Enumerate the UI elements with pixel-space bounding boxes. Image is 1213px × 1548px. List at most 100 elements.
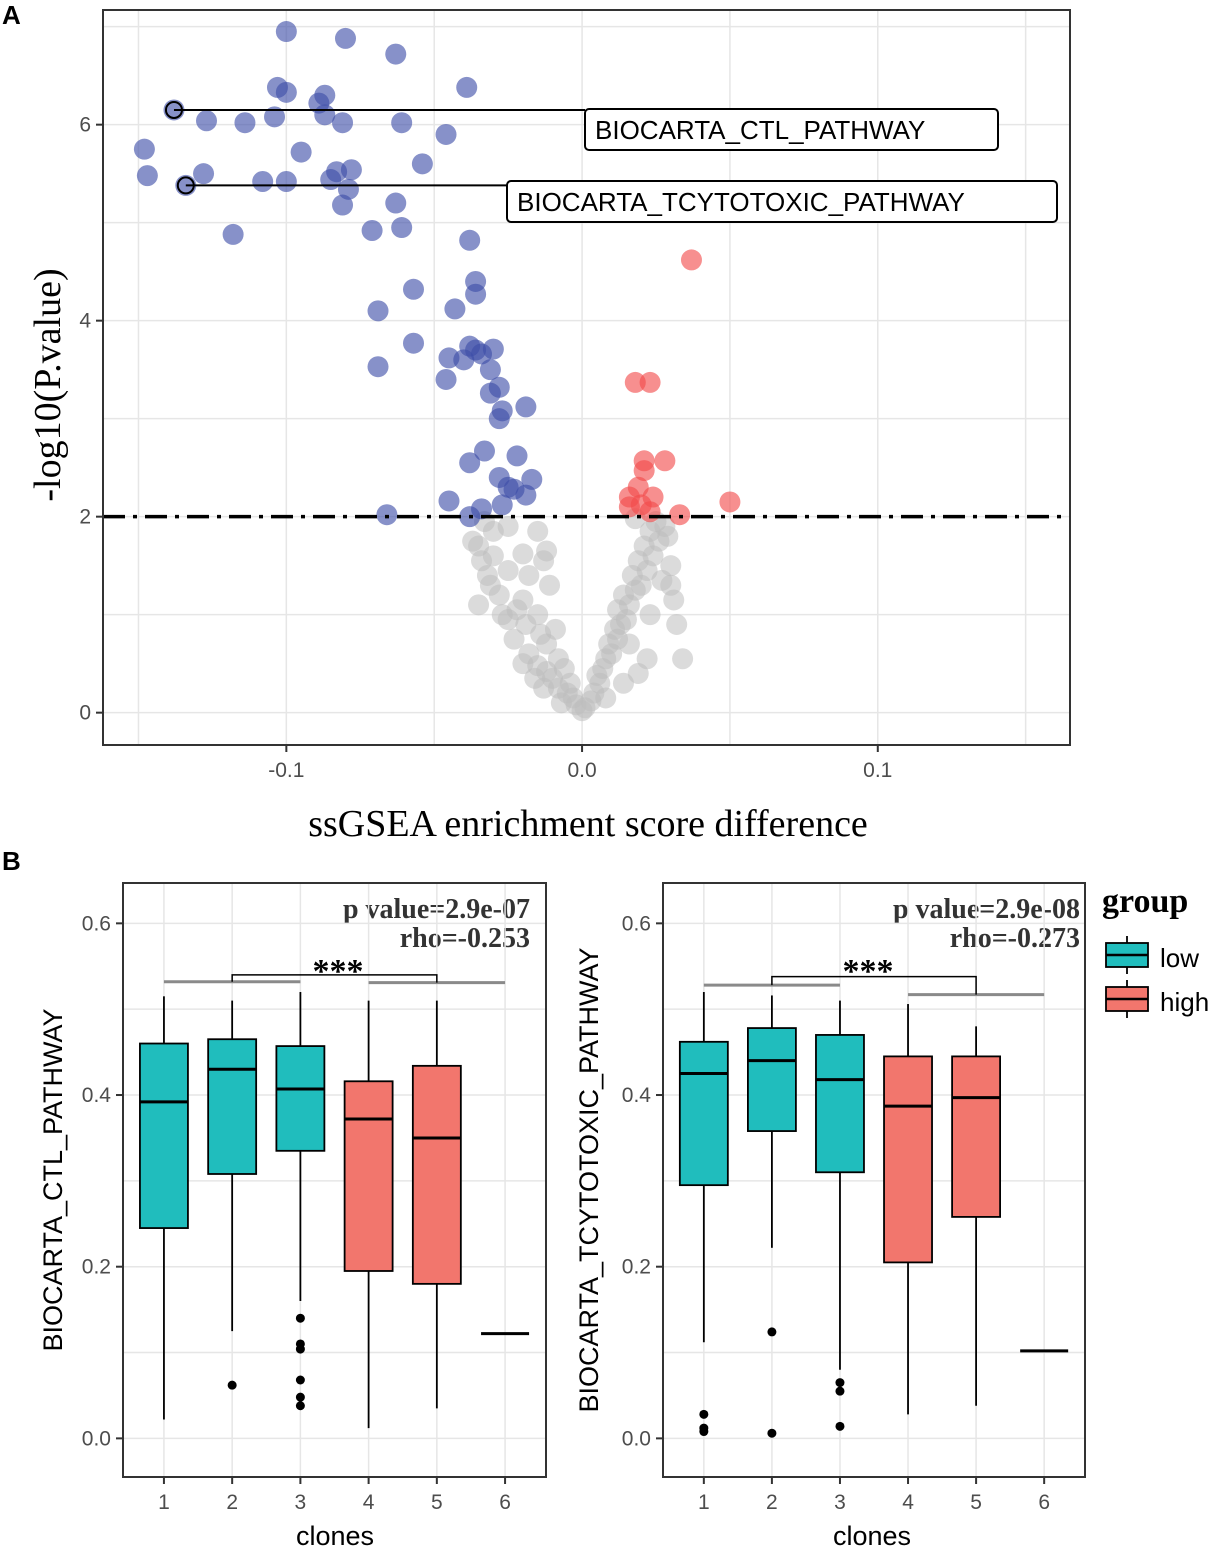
point-ns xyxy=(497,515,519,537)
point-ns xyxy=(479,574,501,596)
point-ns xyxy=(497,560,519,582)
point-down xyxy=(385,192,407,214)
point-down xyxy=(459,452,481,474)
box-high xyxy=(883,1055,933,1264)
point-down xyxy=(453,349,475,371)
point-down xyxy=(334,27,356,49)
point-down xyxy=(444,298,466,320)
point-down xyxy=(332,112,354,134)
x-tick-label: 5 xyxy=(970,1491,982,1514)
point-ns xyxy=(657,525,679,547)
box-high xyxy=(411,1064,462,1285)
point-ns xyxy=(527,520,549,542)
point-ns xyxy=(462,530,484,552)
point-up xyxy=(639,371,661,393)
point-ns xyxy=(595,687,617,709)
boxplot-frame xyxy=(662,882,1086,1478)
point-ns xyxy=(524,667,546,689)
point-down xyxy=(332,194,354,216)
point-down xyxy=(479,382,501,404)
volcano-ticks: 0 2 4 6 -0.1 0.0 0.1 xyxy=(79,114,892,782)
outlier-point xyxy=(227,1380,237,1390)
y-tick-label: 0.4 xyxy=(622,1084,652,1107)
point-down xyxy=(275,81,297,103)
outlier-point xyxy=(835,1386,845,1396)
point-ns xyxy=(536,633,558,655)
boxplot-ctl-significance: *** xyxy=(313,953,364,990)
point-down xyxy=(465,283,487,305)
boxplot-ctl-y-axis-label: BIOCARTA_CTL_PATHWAY xyxy=(38,1008,68,1351)
outlier-point xyxy=(295,1344,305,1354)
x-tick-label: 6 xyxy=(1038,1491,1050,1514)
x-tick-label: 4 xyxy=(902,1491,914,1514)
point-ns xyxy=(660,574,682,596)
point-down xyxy=(456,76,478,98)
point-down xyxy=(491,494,513,516)
point-down xyxy=(320,169,342,191)
bracket-connector xyxy=(771,975,977,995)
y-tick-label: 2 xyxy=(79,506,91,529)
point-up xyxy=(669,504,691,526)
legend: group low high xyxy=(1102,883,1209,1018)
box-low xyxy=(678,1040,729,1187)
point-down xyxy=(515,484,537,506)
point-ns xyxy=(612,672,634,694)
box-low xyxy=(747,1027,797,1132)
point-ns xyxy=(539,574,561,596)
point-down xyxy=(411,153,433,175)
point-down xyxy=(222,223,244,245)
volcano-y-axis-label: -log10(P.value) xyxy=(27,268,69,501)
point-down xyxy=(367,300,389,322)
point-down xyxy=(391,112,413,134)
y-tick-label: 4 xyxy=(79,310,91,333)
point-ns xyxy=(518,564,540,586)
outlier-point xyxy=(295,1392,305,1402)
x-tick-label: 3 xyxy=(295,1491,307,1514)
point-ns xyxy=(672,648,694,670)
boxplot-tcytotoxic-y-axis-label: BIOCARTA_TCYTOTOXIC_PATHWAY xyxy=(574,947,604,1412)
boxplot-ticks: 0.0 0.2 0.4 0.6 1 2 3 4 5 6 xyxy=(622,912,1050,1514)
point-down xyxy=(275,171,297,192)
y-tick-label: 6 xyxy=(79,114,91,137)
point-down xyxy=(506,445,528,467)
point-down xyxy=(264,106,286,128)
point-down xyxy=(435,123,457,145)
y-tick-label: 0.0 xyxy=(82,1427,111,1450)
outlier-point xyxy=(835,1421,845,1431)
point-down xyxy=(473,440,495,462)
point-down xyxy=(515,396,537,418)
callout-text: BIOCARTA_CTL_PATHWAY xyxy=(595,115,925,145)
point-down xyxy=(275,21,297,43)
point-down xyxy=(133,138,155,160)
box-high xyxy=(951,1055,1001,1218)
outlier-point xyxy=(767,1327,777,1337)
outlier-point xyxy=(835,1378,845,1388)
significance-bracket xyxy=(703,975,1045,997)
y-tick-label: 0.6 xyxy=(622,912,651,935)
y-tick-label: 0.2 xyxy=(622,1256,651,1279)
point-ns xyxy=(618,633,640,655)
outlier-point xyxy=(295,1375,305,1385)
point-down xyxy=(193,163,215,185)
point-down xyxy=(290,141,312,163)
point-down xyxy=(471,343,493,365)
point-ns xyxy=(503,628,525,650)
point-down xyxy=(234,112,256,134)
legend-label-high: high xyxy=(1160,987,1209,1017)
x-tick-label: 0.0 xyxy=(567,759,596,782)
boxes xyxy=(139,992,530,1429)
point-ns xyxy=(512,543,534,565)
x-tick-label: 1 xyxy=(158,1491,170,1514)
point-down xyxy=(367,356,389,378)
outlier-point xyxy=(699,1427,709,1437)
boxplot-ctl: BIOCARTA_CTL_PATHWAY clones p value=2.9e… xyxy=(38,882,547,1548)
legend-keys xyxy=(1105,936,1149,1018)
outlier-point xyxy=(295,1313,305,1323)
outlier-point xyxy=(699,1409,709,1419)
boxplot-tcytotoxic-x-axis-label: clones xyxy=(833,1521,911,1548)
point-ns xyxy=(627,662,649,684)
box-high xyxy=(343,1080,394,1272)
point-ns xyxy=(471,550,493,572)
point-up xyxy=(719,491,741,513)
x-tick-label: 5 xyxy=(431,1491,443,1514)
